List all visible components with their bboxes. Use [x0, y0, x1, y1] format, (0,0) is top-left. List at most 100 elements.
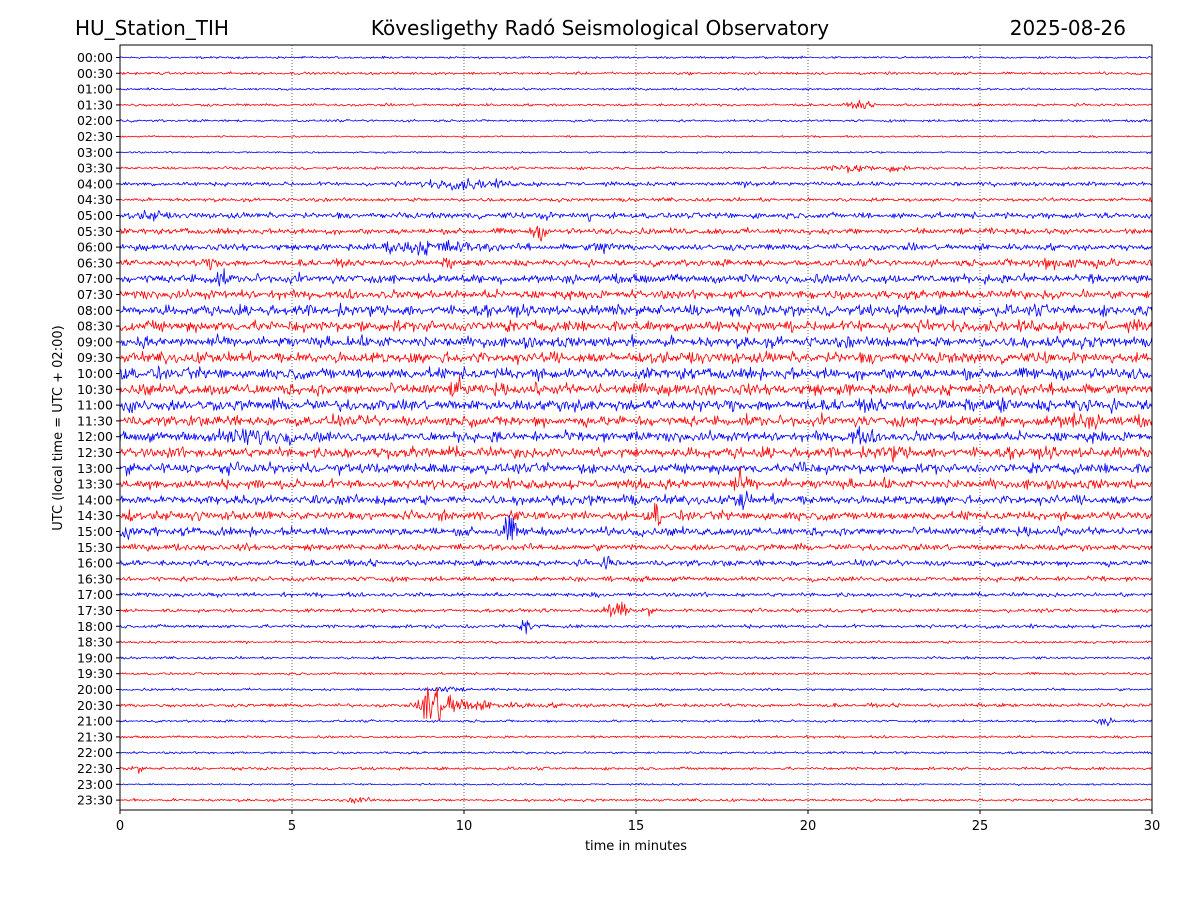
trace-1000	[119, 365, 1152, 382]
trace-1200	[119, 425, 1153, 446]
date-label: 2025-08-26	[1009, 16, 1126, 40]
y-tick-label: 05:00	[77, 208, 113, 223]
y-tick-label: 08:00	[77, 303, 113, 318]
trace-2030	[119, 686, 1153, 721]
y-tick-label: 13:00	[77, 461, 113, 476]
trace-0000	[119, 55, 1153, 60]
trace-1300	[119, 461, 1153, 477]
x-tick-label: 30	[1144, 819, 1161, 834]
y-tick-label: 06:30	[77, 255, 113, 270]
y-tick-label: 01:00	[77, 82, 113, 97]
y-tick-label: 13:30	[77, 477, 113, 492]
y-tick-label: 19:30	[77, 666, 113, 681]
trace-1400	[119, 490, 1153, 511]
trace-1830	[119, 640, 1153, 645]
trace-1700	[119, 591, 1153, 598]
trace-0930	[119, 350, 1153, 366]
trace-0230	[119, 134, 1153, 139]
trace-0130	[119, 99, 1153, 109]
trace-1730	[119, 601, 1153, 618]
y-tick-label: 22:30	[77, 761, 113, 776]
y-tick-label: 04:00	[77, 176, 113, 191]
trace-0530	[119, 225, 1153, 242]
y-tick-label: 19:00	[77, 650, 113, 665]
y-tick-label: 15:00	[77, 524, 113, 539]
trace-1030	[119, 375, 1153, 397]
trace-0600	[119, 239, 1153, 256]
trace-1100	[119, 397, 1153, 414]
trace-0430	[119, 196, 1153, 203]
trace-2230	[119, 765, 1153, 774]
y-tick-label: 16:00	[77, 556, 113, 571]
station-name: HU_Station_TIH	[75, 16, 229, 40]
y-tick-label: 00:30	[77, 66, 113, 81]
trace-0900	[119, 333, 1153, 350]
y-tick-label: 21:00	[77, 714, 113, 729]
y-tick-label: 11:30	[77, 413, 113, 428]
seismic-traces	[119, 55, 1153, 804]
x-tick-label: 25	[972, 819, 989, 834]
y-tick-label: 05:30	[77, 224, 113, 239]
y-tick-label: 03:30	[77, 161, 113, 176]
trace-0730	[119, 288, 1153, 301]
y-tick-label: 23:30	[77, 793, 113, 808]
y-tick-label: 20:00	[77, 682, 113, 697]
x-axis-label: time in minutes	[585, 839, 687, 854]
trace-1130	[119, 412, 1153, 430]
x-tick-label: 5	[288, 819, 296, 834]
trace-2330	[119, 796, 1153, 804]
trace-0830	[119, 318, 1153, 334]
x-tick-label: 15	[628, 819, 645, 834]
trace-0630	[119, 257, 1153, 271]
page-title: Kövesligethy Radó Seismological Observat…	[370, 16, 830, 40]
y-tick-label: 10:00	[77, 366, 113, 381]
trace-0300	[119, 150, 1153, 155]
y-tick-label: 23:00	[77, 777, 113, 792]
x-axis-ticks: 0 5 10 15 20 25 30	[116, 810, 1160, 834]
y-tick-label: 04:30	[77, 192, 113, 207]
y-axis-ticks: 00:0000:3001:0001:3002:0002:3003:0003:30…	[77, 50, 120, 808]
x-tick-label: 20	[800, 819, 817, 834]
y-tick-label: 09:30	[77, 350, 113, 365]
y-tick-label: 18:00	[77, 619, 113, 634]
y-tick-label: 21:30	[77, 729, 113, 744]
y-tick-label: 09:00	[77, 334, 113, 349]
y-tick-label: 14:30	[77, 508, 113, 523]
trace-1500	[119, 514, 1153, 541]
y-tick-label: 02:00	[77, 113, 113, 128]
y-tick-label: 07:00	[77, 271, 113, 286]
trace-2200	[119, 750, 1153, 755]
y-tick-label: 12:30	[77, 445, 113, 460]
trace-2300	[119, 782, 1153, 786]
y-tick-label: 20:30	[77, 698, 113, 713]
y-tick-label: 14:00	[77, 492, 113, 507]
trace-2100	[119, 717, 1153, 727]
trace-0030	[119, 71, 1153, 76]
y-tick-label: 22:00	[77, 745, 113, 760]
trace-0200	[119, 118, 1153, 123]
trace-1630	[119, 575, 1153, 583]
y-tick-label: 12:00	[77, 429, 113, 444]
trace-0330	[119, 164, 1153, 174]
trace-1930	[119, 671, 1153, 676]
trace-1530	[119, 542, 1153, 552]
trace-1800	[119, 619, 1153, 635]
plot-area-background	[120, 45, 1152, 810]
y-tick-label: 10:30	[77, 382, 113, 397]
y-tick-label: 02:30	[77, 129, 113, 144]
y-tick-label: 18:30	[77, 635, 113, 650]
y-tick-label: 07:30	[77, 287, 113, 302]
y-axis-label: UTC (local time = UTC + 02:00)	[51, 325, 66, 530]
trace-1430	[119, 502, 1153, 526]
x-tick-label: 10	[456, 819, 473, 834]
y-tick-label: 17:30	[77, 603, 113, 618]
trace-0500	[119, 209, 1153, 222]
y-tick-label: 16:30	[77, 571, 113, 586]
y-tick-label: 11:00	[77, 398, 113, 413]
y-tick-label: 03:00	[77, 145, 113, 160]
trace-0400	[119, 177, 1153, 191]
trace-1230	[119, 445, 1153, 463]
trace-0100	[119, 87, 1153, 91]
y-tick-label: 15:30	[77, 540, 113, 555]
